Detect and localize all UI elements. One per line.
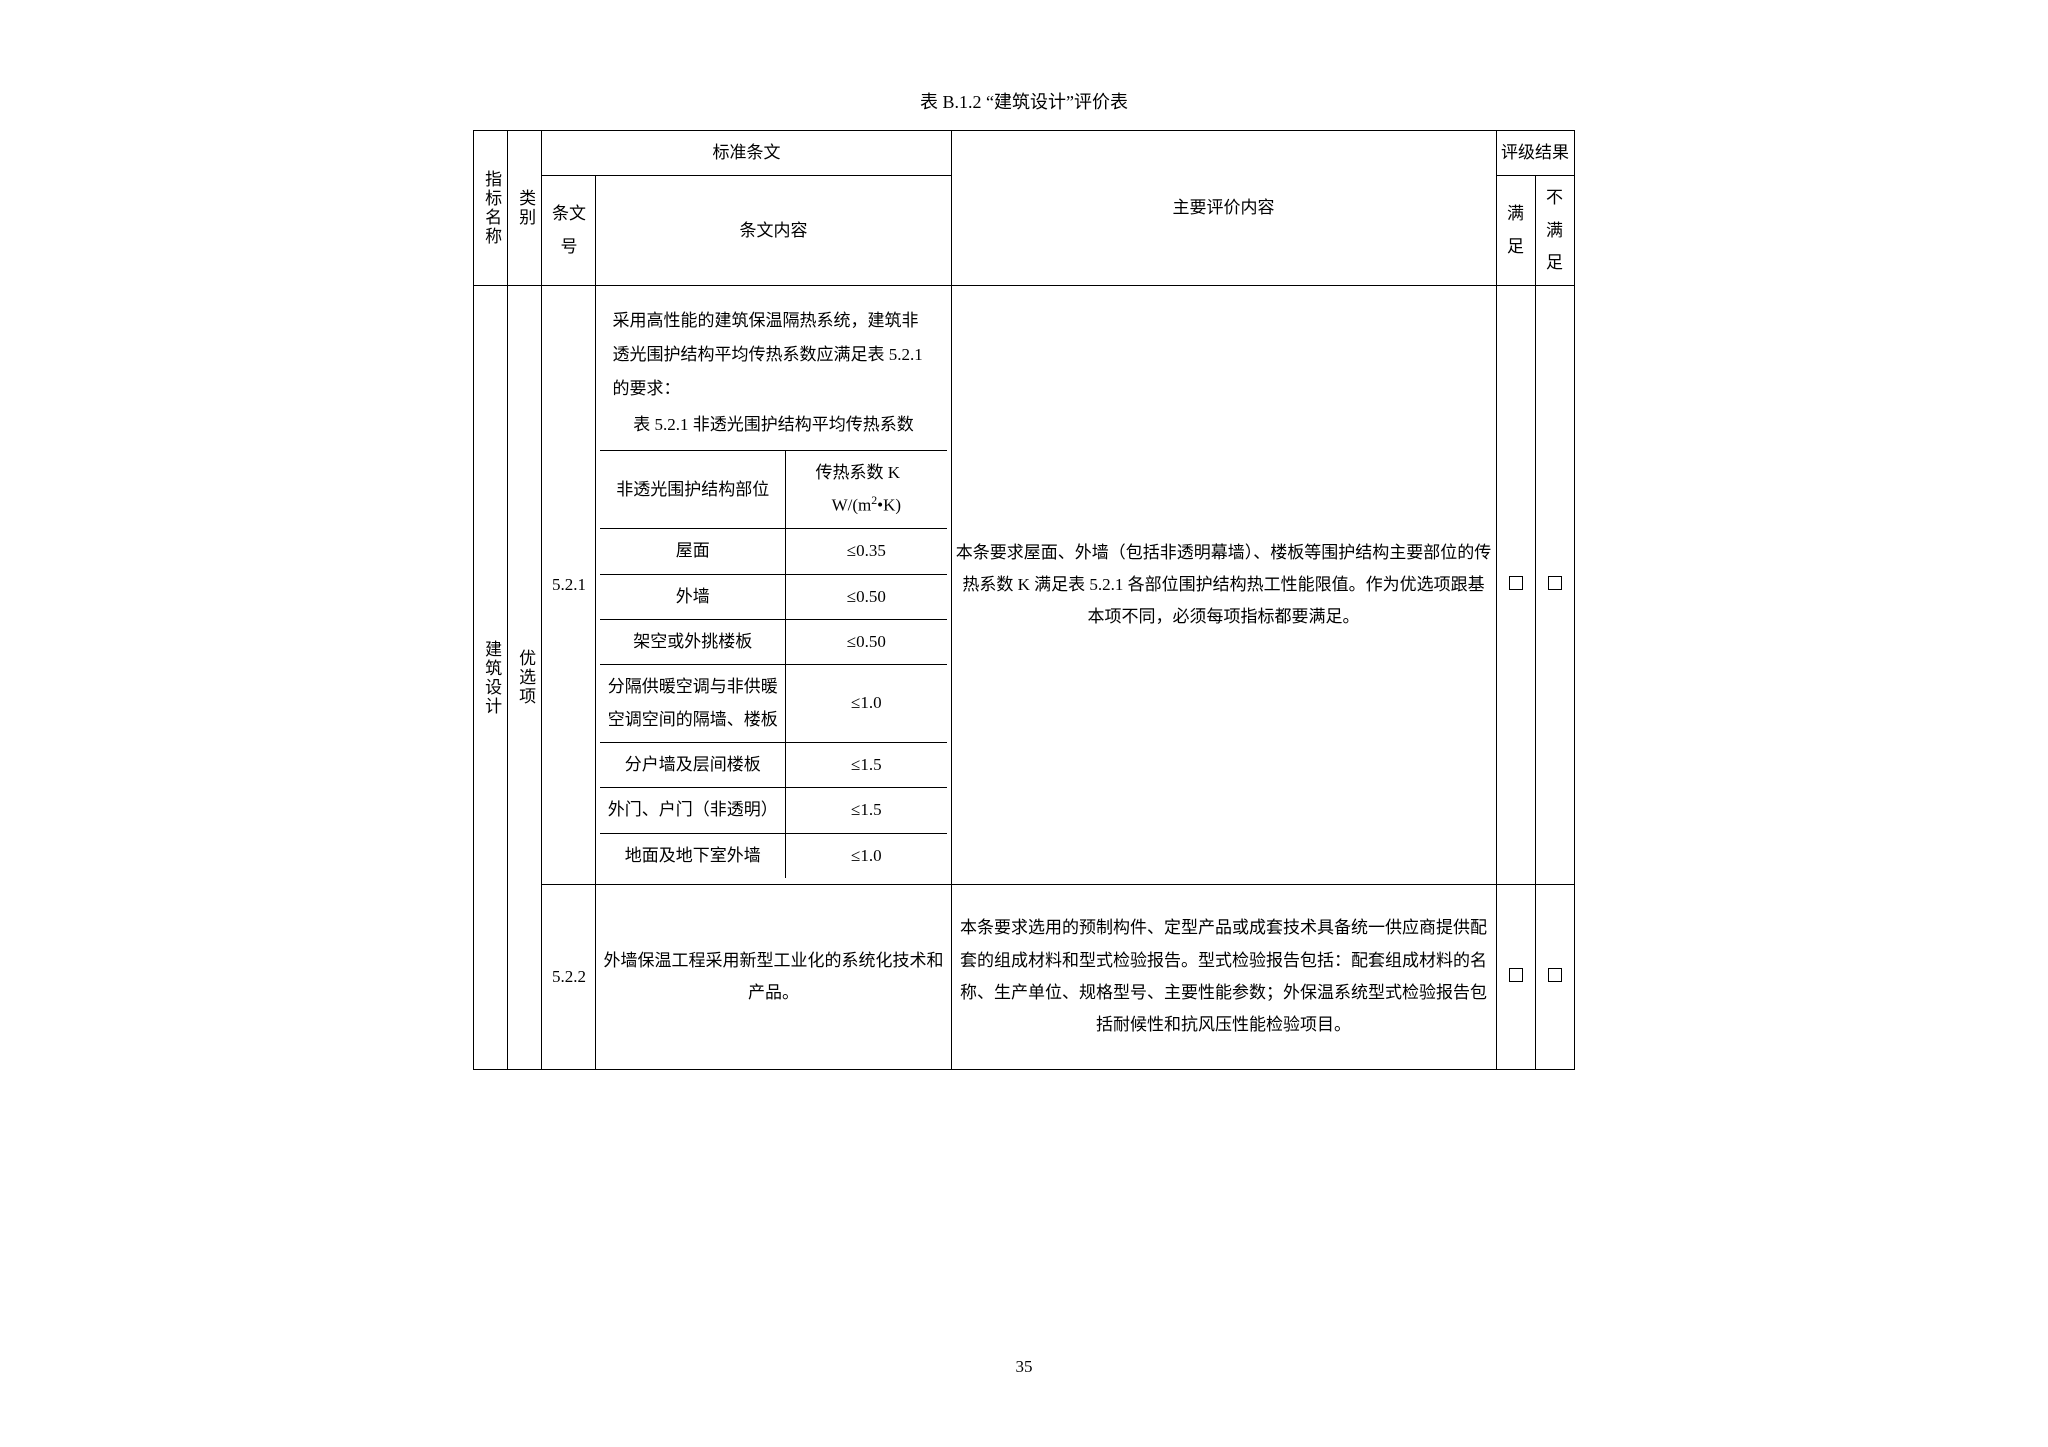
indicator-name: 建筑设计 [474, 286, 508, 1070]
clause-521-wrap: 采用高性能的建筑保温隔热系统，建筑非透光围护结构平均传热系数应满足表 5.2.1… [600, 292, 946, 878]
check-522-yes[interactable] [1496, 884, 1535, 1069]
coeff-header: 非透光围护结构部位 传热系数 K W/(m2•K) [600, 451, 946, 529]
evaluation-table: 指标名称 类别 标准条文 主要评价内容 评级结果 条文号 条文内容 满足 不满足… [473, 130, 1574, 1070]
col-indicator: 指标名称 [474, 131, 508, 286]
coeff-row-5: 外门、户门（非透明）≤1.5 [600, 788, 946, 833]
table-title: 表 B.1.2 “建筑设计”评价表 [160, 88, 1888, 114]
coeff-th1: 非透光围护结构部位 [600, 451, 785, 529]
coeff-row-1: 外墙≤0.50 [600, 574, 946, 619]
header-row-1: 指标名称 类别 标准条文 主要评价内容 评级结果 [474, 131, 1574, 176]
coeff-row-2: 架空或外挑楼板≤0.50 [600, 620, 946, 665]
coeff-table: 非透光围护结构部位 传热系数 K W/(m2•K) 屋面≤0.35 外墙≤0.5… [600, 450, 946, 878]
col-standard: 标准条文 [542, 131, 951, 176]
clause-no-522: 5.2.2 [542, 884, 596, 1069]
coeff-row-4: 分户墙及层间楼板≤1.5 [600, 742, 946, 787]
category-name: 优选项 [508, 286, 542, 1070]
row-522: 5.2.2 外墙保温工程采用新型工业化的系统化技术和产品。 本条要求选用的预制构… [474, 884, 1574, 1069]
col-no: 不满足 [1535, 176, 1574, 286]
clause-521-intro-text: 采用高性能的建筑保温隔热系统，建筑非透光围护结构平均传热系数应满足表 5.2.1… [612, 304, 934, 406]
coeff-row-6: 地面及地下室外墙≤1.0 [600, 833, 946, 878]
check-521-no[interactable] [1535, 286, 1574, 885]
checkbox-icon [1509, 968, 1523, 982]
clause-no-521: 5.2.1 [542, 286, 596, 885]
coeff-th2: 传热系数 K W/(m2•K) [786, 451, 947, 529]
col-clause-no: 条文号 [542, 176, 596, 286]
page-number: 35 [0, 1357, 2048, 1377]
clause-content-521: 采用高性能的建筑保温隔热系统，建筑非透光围护结构平均传热系数应满足表 5.2.1… [596, 286, 951, 885]
eval-521: 本条要求屋面、外墙（包括非透明幕墙）、楼板等围护结构主要部位的传热系数 K 满足… [951, 286, 1496, 885]
eval-522: 本条要求选用的预制构件、定型产品或成套技术具备统一供应商提供配套的组成材料和型式… [951, 884, 1496, 1069]
clause-521-subtitle: 表 5.2.1 非透光围护结构平均传热系数 [612, 408, 934, 442]
coeff-row-0: 屋面≤0.35 [600, 529, 946, 574]
col-result: 评级结果 [1496, 131, 1574, 176]
col-clause-content: 条文内容 [596, 176, 951, 286]
col-category: 类别 [508, 131, 542, 286]
checkbox-icon [1509, 576, 1523, 590]
row-521: 建筑设计 优选项 5.2.1 采用高性能的建筑保温隔热系统，建筑非透光围护结构平… [474, 286, 1574, 885]
check-522-no[interactable] [1535, 884, 1574, 1069]
checkbox-icon [1548, 968, 1562, 982]
clause-content-522: 外墙保温工程采用新型工业化的系统化技术和产品。 [596, 884, 951, 1069]
coeff-row-3: 分隔供暖空调与非供暖空调空间的隔墙、楼板≤1.0 [600, 665, 946, 743]
col-yes: 满足 [1496, 176, 1535, 286]
clause-521-intro: 采用高性能的建筑保温隔热系统，建筑非透光围护结构平均传热系数应满足表 5.2.1… [600, 292, 946, 450]
page-root: 表 B.1.2 “建筑设计”评价表 指标名称 类别 标准条文 主要评价内容 评级… [0, 0, 2048, 1070]
check-521-yes[interactable] [1496, 286, 1535, 885]
checkbox-icon [1548, 576, 1562, 590]
col-eval-content: 主要评价内容 [951, 131, 1496, 286]
